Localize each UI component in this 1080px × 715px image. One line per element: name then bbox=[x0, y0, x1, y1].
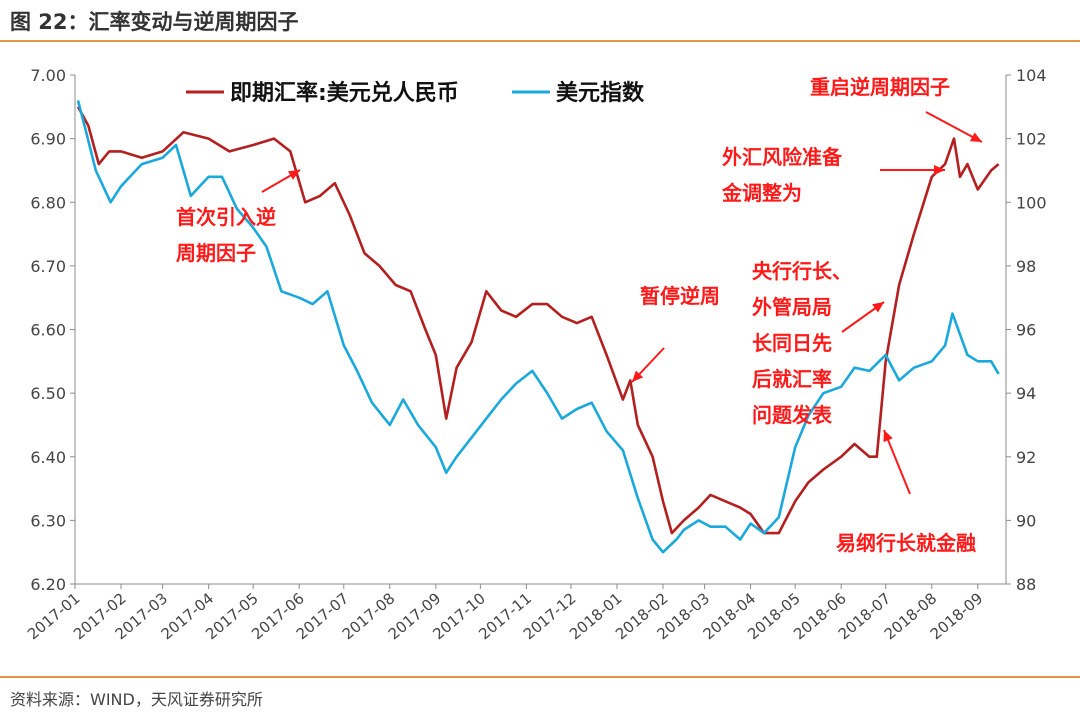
source-note: 资料来源：WIND，天风证券研究所 bbox=[10, 690, 263, 709]
left-tick-label: 6.20 bbox=[30, 575, 66, 594]
x-tick-label: 2018-09 bbox=[927, 589, 987, 643]
right-tick-label: 100 bbox=[1016, 193, 1047, 212]
left-tick-label: 6.90 bbox=[30, 130, 66, 149]
annotation-text: 长同日先 bbox=[752, 331, 832, 355]
page-title: 图 22：汇率变动与逆周期因子 bbox=[10, 10, 299, 34]
annotation-text: 后就汇率 bbox=[752, 367, 832, 391]
annotation-text: 周期因子 bbox=[176, 241, 256, 265]
right-tick-label: 104 bbox=[1016, 66, 1047, 85]
left-tick-label: 6.80 bbox=[30, 193, 66, 212]
annotation-text: 问题发表 bbox=[752, 403, 833, 427]
left-tick-label: 6.40 bbox=[30, 448, 66, 467]
annotation-arrowhead bbox=[632, 370, 644, 382]
legend-label: 美元指数 bbox=[556, 80, 645, 106]
annotation-arrowhead bbox=[872, 302, 884, 313]
right-tick-label: 98 bbox=[1016, 257, 1036, 276]
annotation-text: 首次引入逆 bbox=[176, 205, 276, 229]
left-tick-label: 6.50 bbox=[30, 384, 66, 403]
annotation-text: 暂停逆周 bbox=[640, 284, 720, 308]
annotation-text: 外汇风险准备 bbox=[722, 145, 843, 169]
right-tick-label: 96 bbox=[1016, 321, 1036, 340]
left-tick-label: 7.00 bbox=[30, 66, 66, 85]
annotation-text: 金调整为 bbox=[721, 181, 802, 205]
annotation-text: 央行行长、 bbox=[752, 259, 852, 283]
bottom-divider bbox=[0, 676, 1080, 678]
annotation-arrowhead bbox=[883, 430, 893, 443]
annotation-text: 外管局局 bbox=[752, 295, 832, 319]
annotation-arrow bbox=[883, 429, 911, 495]
series-line-usdcny bbox=[76, 106, 1000, 535]
top-divider bbox=[0, 40, 1080, 42]
annotation-arrowhead bbox=[934, 165, 945, 175]
right-tick-label: 88 bbox=[1016, 575, 1036, 594]
left-tick-label: 6.30 bbox=[30, 511, 66, 530]
series-line-dxy bbox=[76, 100, 1000, 554]
annotation-arrowhead bbox=[288, 170, 300, 180]
annotation-text: 易纲行长就金融 bbox=[836, 531, 976, 555]
right-tick-label: 90 bbox=[1016, 511, 1036, 530]
annotation-text: 重启逆周期因子 bbox=[810, 75, 950, 99]
right-tick-label: 92 bbox=[1016, 448, 1036, 467]
left-tick-label: 6.70 bbox=[30, 257, 66, 276]
annotation-arrowhead bbox=[969, 132, 982, 142]
legend-label: 即期汇率:美元兑人民币 bbox=[230, 80, 459, 106]
left-tick-label: 6.60 bbox=[30, 321, 66, 340]
right-tick-label: 102 bbox=[1016, 130, 1047, 149]
right-tick-label: 94 bbox=[1016, 384, 1036, 403]
